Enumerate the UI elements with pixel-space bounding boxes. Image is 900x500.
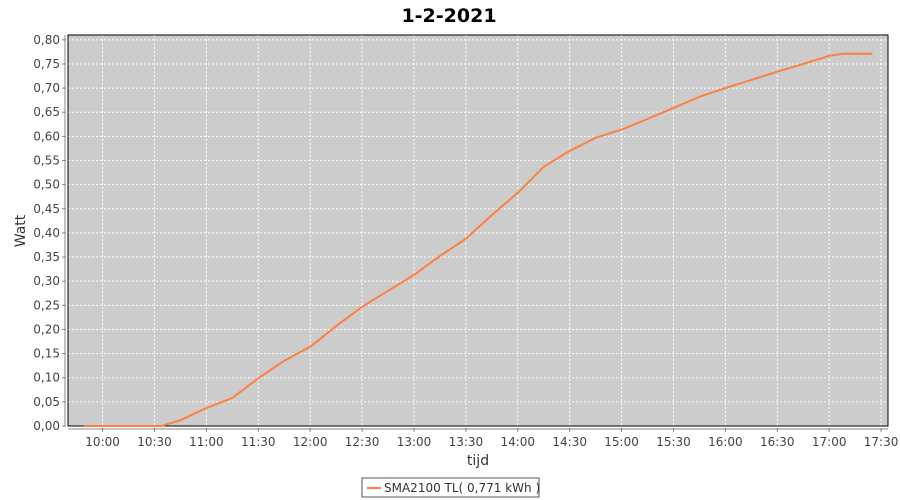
legend-box (361, 477, 540, 498)
y-tick-label: 0,80 (33, 33, 60, 47)
y-tick-label: 0,55 (33, 154, 60, 168)
plot-area (68, 35, 888, 426)
y-tick-label: 0,60 (33, 129, 60, 143)
legend: SMA2100 TL( 0,771 kWh ) (361, 477, 540, 498)
y-tick-label: 0,25 (33, 298, 60, 312)
x-tick-label: 10:30 (137, 435, 172, 449)
y-axis-label: Watt (13, 214, 29, 247)
x-tick-label: 11:00 (189, 435, 224, 449)
y-tick-label: 0,15 (33, 347, 60, 361)
x-tick-label: 15:00 (604, 435, 639, 449)
x-tick-label: 11:30 (241, 435, 276, 449)
x-tick-label: 13:00 (397, 435, 432, 449)
plot-border (67, 34, 889, 427)
y-tick-label: 0,35 (33, 250, 60, 264)
grid (68, 35, 888, 426)
x-tick-label: 14:00 (500, 435, 535, 449)
x-tick-label: 16:00 (708, 435, 743, 449)
axes: 0,00 0,05 0,10 0,15 0,20 0,25 0,30 0,35 0,40 0,45… (33, 33, 898, 449)
y-tick-label: 0,70 (33, 81, 60, 95)
y-tick-label: 0,45 (33, 202, 60, 216)
y-tick-label: 0,40 (33, 226, 60, 240)
x-tick-label: 10:00 (85, 435, 120, 449)
series-layer (83, 52, 873, 427)
chart-title: 1-2-2021 (401, 5, 496, 27)
y-tick-label: 0,10 (33, 371, 60, 385)
y-tick-label: 0,30 (33, 274, 60, 288)
legend-label: SMA2100 TL( 0,771 kWh ) (384, 481, 540, 495)
series-line-sma2100 (83, 52, 873, 427)
y-tick-label: 0,05 (33, 395, 60, 409)
x-tick-label: 12:30 (345, 435, 380, 449)
y-tick-label: 0,50 (33, 178, 60, 192)
x-axis-label: tijd (467, 453, 489, 469)
x-tick-label: 16:30 (760, 435, 795, 449)
x-tick-label: 14:30 (552, 435, 587, 449)
y-tick-label: 0,20 (33, 322, 60, 336)
x-tick-label: 15:30 (656, 435, 691, 449)
x-tick-label: 17:30 (864, 435, 899, 449)
x-tick-label: 12:00 (293, 435, 328, 449)
y-tick-label: 0,75 (33, 57, 60, 71)
y-tick-label: 0,00 (33, 419, 60, 433)
y-tick-label: 0,65 (33, 105, 60, 119)
x-tick-label: 17:00 (812, 435, 847, 449)
x-tick-label: 13:30 (449, 435, 484, 449)
